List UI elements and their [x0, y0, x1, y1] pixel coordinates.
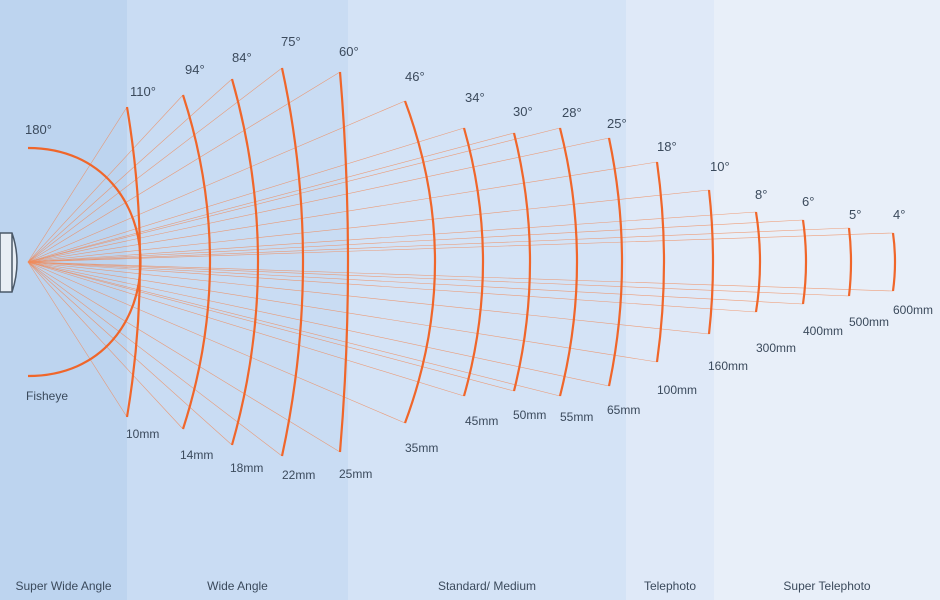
angle-label: 75°	[281, 34, 301, 49]
field-of-view-arc	[512, 132, 532, 392]
camera-lens-icon	[0, 232, 18, 293]
category-label: Super Wide Angle	[15, 579, 111, 593]
view-ray	[27, 106, 128, 263]
field-of-view-arc	[558, 127, 579, 397]
angle-label: 46°	[405, 69, 425, 84]
focal-length-label: 18mm	[230, 461, 263, 475]
angle-label: 28°	[562, 105, 582, 120]
field-of-view-arc	[847, 227, 853, 297]
category-band	[127, 0, 348, 600]
view-ray	[27, 219, 804, 263]
angle-label: 4°	[893, 207, 905, 222]
field-of-view-arc	[462, 127, 485, 397]
focal-length-label: 45mm	[465, 414, 498, 428]
view-ray	[27, 261, 561, 397]
view-ray	[27, 189, 710, 263]
field-of-view-arc	[230, 78, 260, 446]
field-of-view-arc	[181, 94, 212, 430]
view-ray	[27, 67, 283, 263]
angle-label: 25°	[607, 116, 627, 131]
angle-label: 60°	[339, 44, 359, 59]
category-band	[714, 0, 940, 600]
angle-label: 34°	[465, 90, 485, 105]
view-ray	[27, 161, 658, 263]
category-label: Standard/ Medium	[438, 579, 536, 593]
field-of-view-arc	[280, 67, 305, 457]
focal-length-label: Fisheye	[26, 389, 68, 403]
field-of-view-arc	[754, 211, 762, 313]
angle-label: 10°	[710, 159, 730, 174]
field-of-view-arc	[403, 100, 437, 424]
view-ray	[27, 261, 757, 313]
view-ray	[27, 100, 406, 263]
focal-length-label: 35mm	[405, 441, 438, 455]
view-ray	[27, 261, 406, 424]
angle-label: 94°	[185, 62, 205, 77]
focal-length-label: 22mm	[282, 468, 315, 482]
view-ray	[27, 261, 184, 430]
angle-label: 110°	[130, 84, 156, 99]
view-ray	[27, 261, 610, 387]
view-ray	[27, 261, 515, 392]
view-ray	[27, 78, 233, 263]
view-ray	[27, 261, 710, 335]
view-ray	[27, 132, 515, 263]
view-ray	[27, 261, 283, 457]
angle-label: 8°	[755, 187, 767, 202]
view-ray	[27, 211, 757, 263]
category-label: Telephoto	[644, 579, 696, 593]
focal-length-label: 600mm	[893, 303, 933, 317]
view-ray	[27, 127, 561, 263]
focal-length-label: 500mm	[849, 315, 889, 329]
view-ray	[27, 94, 184, 263]
field-of-view-arc	[338, 71, 350, 453]
field-of-view-arc	[655, 161, 666, 363]
focal-length-label: 55mm	[560, 410, 593, 424]
view-ray	[27, 261, 465, 397]
category-band	[626, 0, 714, 600]
focal-length-label: 10mm	[126, 427, 159, 441]
angle-label: 84°	[232, 50, 252, 65]
view-ray	[27, 127, 465, 263]
view-ray	[27, 261, 894, 292]
view-ray	[27, 261, 658, 363]
view-ray	[27, 261, 804, 305]
field-of-view-arc	[125, 106, 142, 418]
focal-length-label: 65mm	[607, 403, 640, 417]
angle-label: 6°	[802, 194, 814, 209]
focal-length-label: 400mm	[803, 324, 843, 338]
angle-label: 30°	[513, 104, 533, 119]
field-of-view-arc	[707, 189, 715, 335]
view-ray	[27, 261, 233, 446]
view-ray	[27, 137, 610, 263]
focal-length-label: 100mm	[657, 383, 697, 397]
category-label: Wide Angle	[207, 579, 268, 593]
focal-length-label: 14mm	[180, 448, 213, 462]
view-ray	[27, 232, 894, 263]
focal-length-label: 160mm	[708, 359, 748, 373]
focal-length-label: 300mm	[756, 341, 796, 355]
field-of-view-arc	[607, 137, 624, 387]
field-of-view-arc	[801, 219, 808, 305]
angle-label: 180°	[25, 122, 52, 137]
category-label: Super Telephoto	[783, 579, 871, 593]
angle-label: 18°	[657, 139, 677, 154]
field-of-view-arc	[891, 232, 897, 292]
view-ray	[27, 261, 128, 418]
focal-length-label: 25mm	[339, 467, 372, 481]
angle-label: 5°	[849, 207, 861, 222]
focal-length-label: 50mm	[513, 408, 546, 422]
